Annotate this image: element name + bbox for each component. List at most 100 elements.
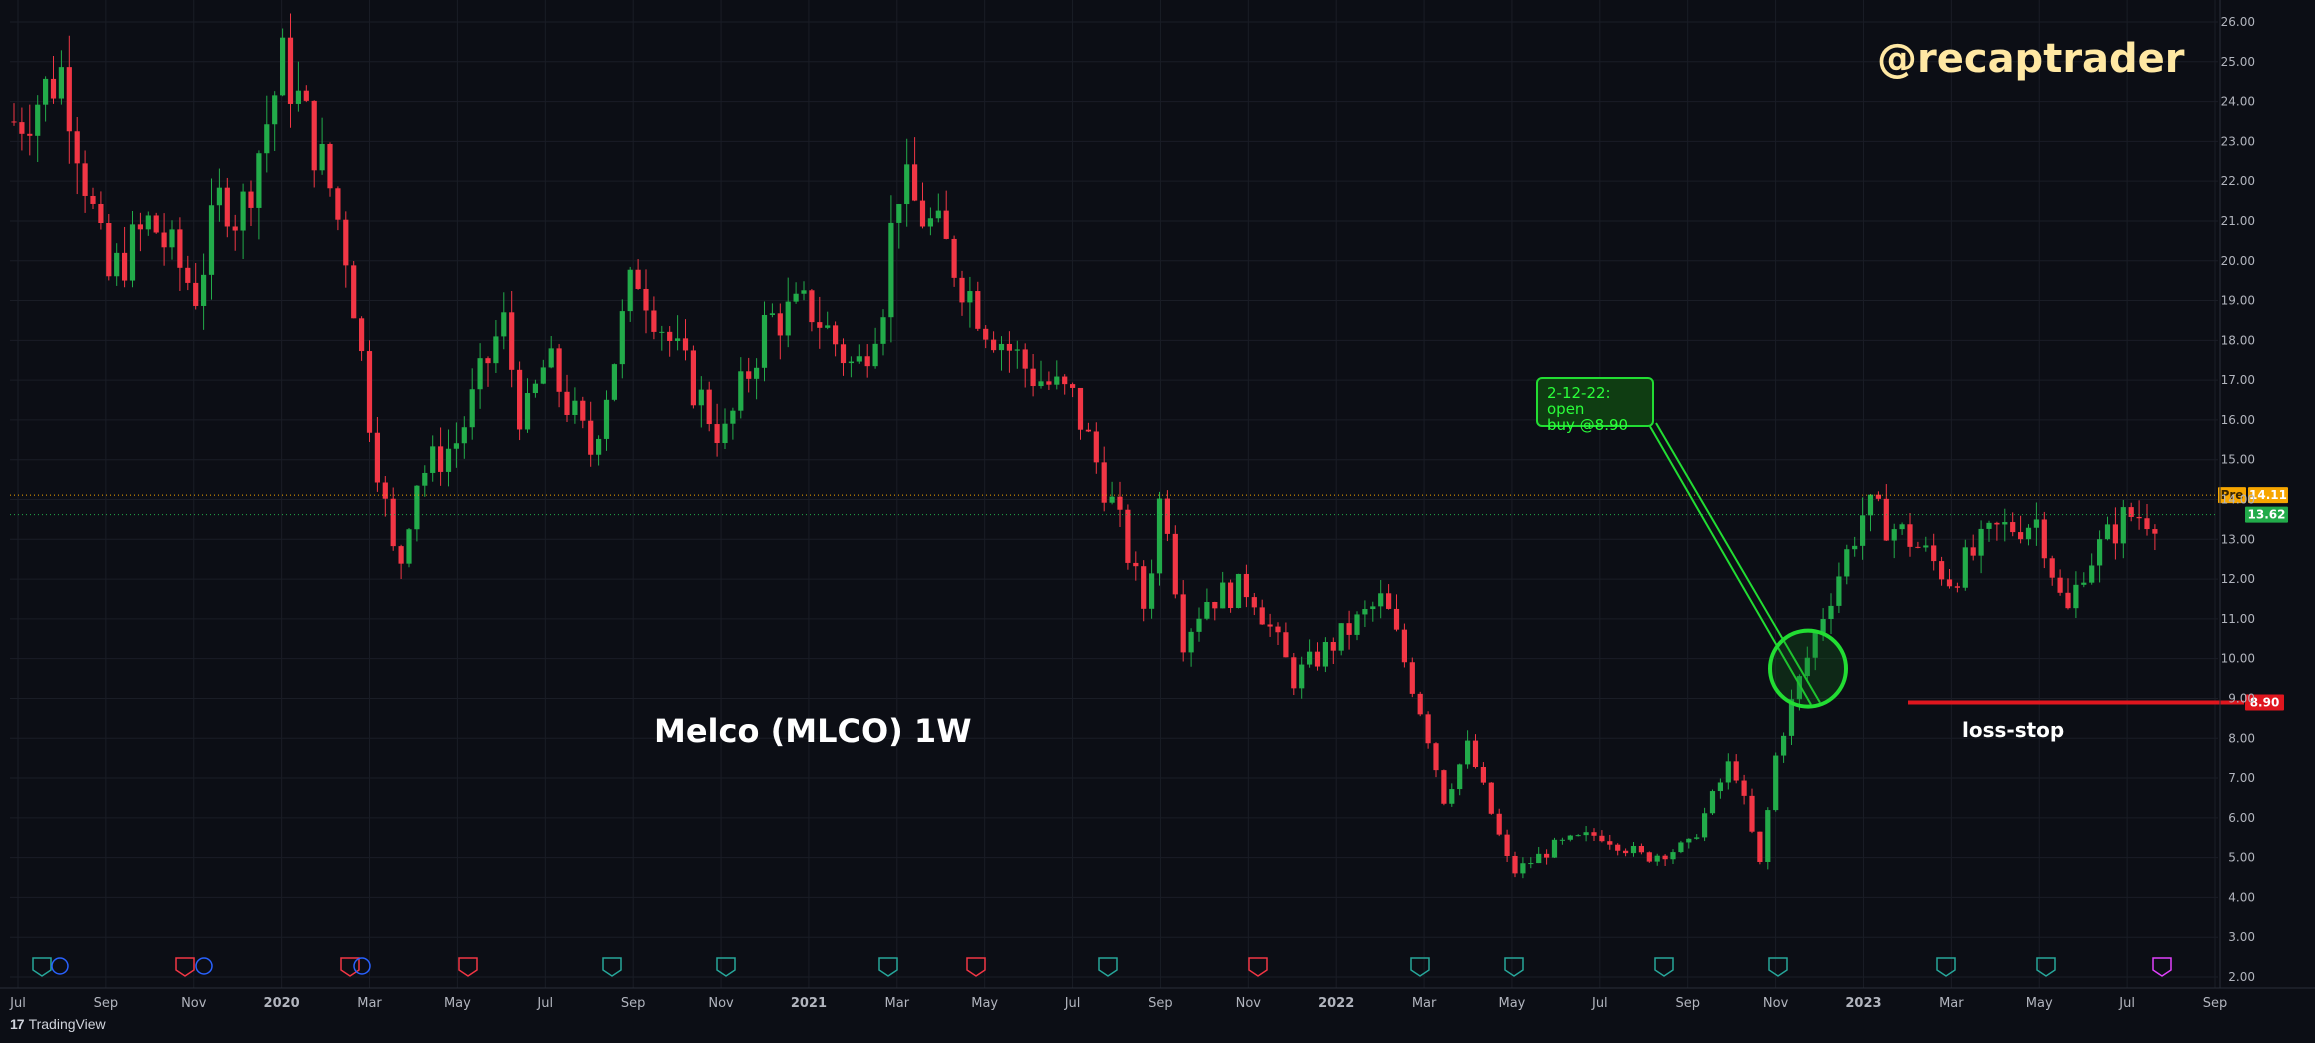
y-tick-label: 6.00 <box>2228 811 2255 825</box>
candle-body <box>1852 545 1858 550</box>
candle-body <box>1599 835 1605 842</box>
earnings-event-icon <box>1098 957 1118 977</box>
candle-body <box>1796 676 1802 700</box>
candle-body <box>1654 855 1660 862</box>
x-tick-label: Nov <box>181 996 207 1011</box>
candle-body <box>659 331 665 333</box>
candle-body <box>1551 839 1558 858</box>
candle-body <box>524 393 531 430</box>
candle-body <box>1765 810 1771 862</box>
candle-body <box>809 290 815 323</box>
candle-body <box>730 410 736 424</box>
candle-body <box>1607 841 1613 845</box>
candle-body <box>201 274 207 306</box>
candle-body <box>1378 593 1384 607</box>
y-tick-label: 2.00 <box>2228 970 2255 984</box>
x-tick-label: Jul <box>9 996 26 1011</box>
candle-body <box>1860 515 1866 546</box>
candle-body <box>793 293 799 302</box>
candle-body <box>991 339 997 351</box>
earnings-event-icon <box>1410 957 1430 977</box>
candle-body <box>1946 579 1953 587</box>
candle-body <box>1133 562 1139 567</box>
candles <box>11 13 2158 879</box>
candle-body <box>2112 524 2118 544</box>
candle-body <box>1638 846 1644 853</box>
y-tick-label: 21.00 <box>2221 214 2255 228</box>
candle-body <box>509 312 515 370</box>
candle-body <box>1931 545 1937 562</box>
y-tick-label: 13.00 <box>2221 532 2255 546</box>
pre-tag-bg <box>2218 487 2246 504</box>
candle-body <box>1085 429 1091 432</box>
candle-body <box>406 529 412 564</box>
candle-body <box>1441 770 1447 804</box>
candle-body <box>1986 522 1992 529</box>
tradingview-brand[interactable]: 17 TradingView <box>10 1016 106 1032</box>
horizontal-lines: Pre 14.11 13.62 8.90 <box>10 487 2288 711</box>
candle-body <box>90 195 96 204</box>
candle-body <box>1567 835 1573 840</box>
candle-body <box>1062 376 1068 385</box>
candle-body <box>1623 850 1629 854</box>
x-tick-label: 2022 <box>1318 996 1354 1011</box>
candle-body <box>1804 657 1810 677</box>
y-tick-label: 17.00 <box>2221 373 2255 387</box>
x-tick-label: 2020 <box>264 996 300 1011</box>
candle-body <box>967 291 973 303</box>
candle-body <box>912 164 918 201</box>
candle-body <box>1362 609 1368 615</box>
candle-body <box>1646 852 1652 862</box>
candle-body <box>817 322 823 328</box>
y-tick-label: 5.00 <box>2228 851 2255 865</box>
candle-body <box>1536 853 1542 864</box>
candle-body <box>777 313 783 336</box>
candle-body <box>2104 524 2111 540</box>
candle-body <box>1275 626 1281 633</box>
dividend-event-icon <box>195 957 213 975</box>
candle-body <box>1070 384 1076 388</box>
candle-body <box>840 344 847 364</box>
candle-body <box>1164 498 1170 534</box>
candle-body <box>1512 855 1518 874</box>
candle-body <box>1678 842 1684 853</box>
candle-body <box>959 277 965 303</box>
candle-body <box>1125 509 1131 563</box>
annotations <box>1647 422 1848 709</box>
x-tick-label: 2023 <box>1845 996 1881 1011</box>
candle-body <box>1812 632 1818 658</box>
candle-body <box>343 219 349 266</box>
candle-body <box>1386 593 1392 609</box>
candle-body <box>1670 852 1676 860</box>
candle-body <box>556 348 562 392</box>
candle-body <box>1030 368 1036 387</box>
candle-body <box>1077 387 1084 430</box>
candle-body <box>1307 651 1313 665</box>
x-tick-label: Mar <box>357 996 382 1011</box>
candle-body <box>785 301 791 336</box>
buy-annotation[interactable]: 2-12-22: open buy @8.90 <box>1536 377 1654 433</box>
candle-body <box>98 203 104 224</box>
candle-body <box>2049 558 2055 578</box>
candle-body <box>493 336 499 364</box>
candle-body <box>1425 714 1431 744</box>
candle-body <box>1196 618 1202 632</box>
candle-body <box>422 472 428 486</box>
brand-name: TradingView <box>28 1016 106 1032</box>
x-tick-label: Sep <box>94 996 119 1011</box>
candle-body <box>161 232 167 248</box>
candle-body <box>35 104 41 136</box>
annotation-line-2: buy @8.90 <box>1547 416 1629 434</box>
candle-body <box>1733 761 1739 781</box>
candle-body <box>1836 576 1842 606</box>
candle-body <box>1022 349 1028 369</box>
candle-body <box>1883 498 1889 541</box>
chart-title: Melco (MLCO) 1W <box>654 712 972 750</box>
candle-body <box>919 200 926 227</box>
stop-value-tag-bg <box>2245 694 2284 711</box>
candle-body <box>1915 546 1921 548</box>
candle-body <box>129 224 136 281</box>
candle-body <box>216 187 222 206</box>
